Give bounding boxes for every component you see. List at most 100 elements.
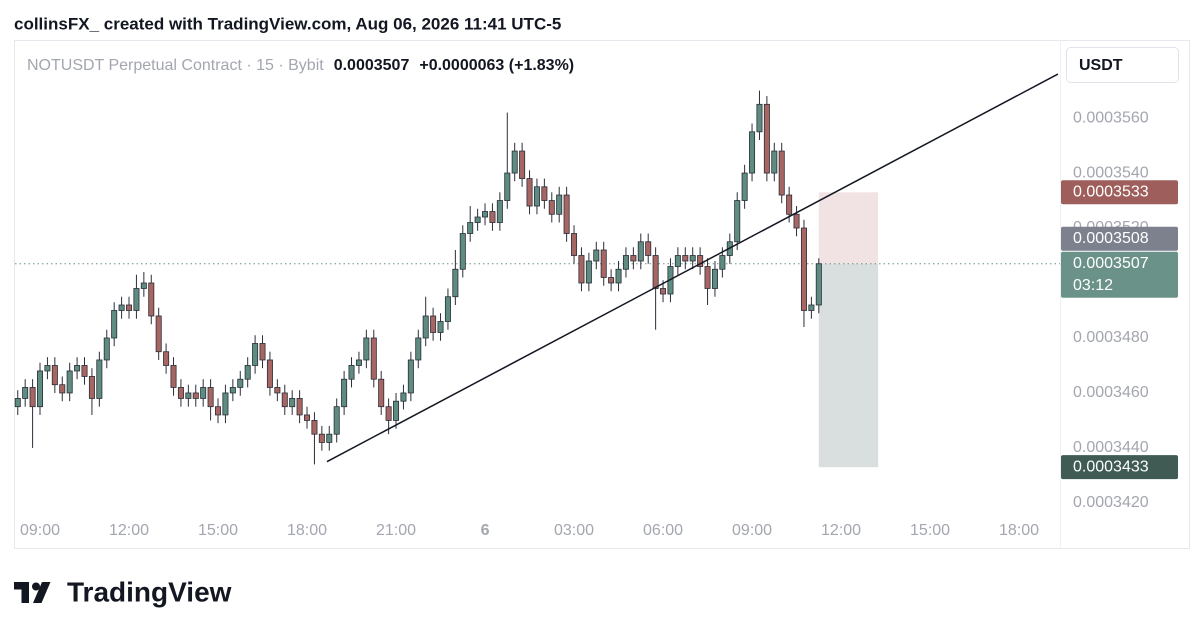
- candle-body: [489, 211, 496, 223]
- candle-body: [355, 359, 362, 366]
- candle-body: [244, 365, 251, 380]
- candle-body: [741, 172, 748, 201]
- y-tick-label: 0.0003460: [1073, 384, 1149, 401]
- candle-body: [370, 337, 377, 380]
- candle-body: [756, 103, 763, 133]
- candle-body: [452, 268, 459, 298]
- candle-body: [51, 365, 58, 386]
- candle-body: [652, 255, 659, 289]
- candle-body: [689, 255, 696, 262]
- logo-icon: [32, 582, 40, 591]
- candle-body: [630, 255, 637, 262]
- candle-body: [407, 359, 414, 394]
- candle-body: [482, 211, 489, 218]
- candle-body: [793, 213, 800, 229]
- logo-icon: [33, 582, 51, 603]
- candle-body: [177, 387, 184, 399]
- candle-body: [800, 227, 807, 311]
- candle-body: [207, 387, 214, 408]
- candle-body: [259, 343, 266, 361]
- price-label: 0.0003433: [1073, 458, 1149, 475]
- candle-body: [704, 266, 711, 289]
- candle-body: [200, 387, 207, 399]
- x-tick-label: 15:00: [910, 522, 950, 539]
- y-tick-label: 0.0003440: [1073, 439, 1149, 456]
- candle-body: [281, 392, 288, 408]
- candle-body: [96, 359, 103, 399]
- legend: NOTUSDT Perpetual Contract · 15 · Bybit 0…: [27, 57, 574, 74]
- candle-body: [600, 249, 607, 278]
- candle-body: [185, 392, 192, 399]
- candle-body: [222, 392, 229, 416]
- x-tick-label: 18:00: [287, 522, 327, 539]
- candle-body: [14, 398, 21, 408]
- candle-body: [511, 150, 518, 174]
- candle-body: [771, 150, 778, 174]
- candle-body: [22, 387, 29, 399]
- candle-body: [622, 255, 629, 270]
- candle-body: [526, 178, 533, 207]
- pane: [14, 73, 1060, 468]
- price-label: 0.0003507: [1073, 255, 1149, 272]
- x-tick-label: 18:00: [999, 522, 1039, 539]
- candle-body: [660, 288, 667, 295]
- logo-text: TradingView: [67, 576, 232, 607]
- target-zone: [818, 263, 879, 468]
- candle-body: [81, 365, 88, 377]
- x-tick-label: 06:00: [643, 522, 683, 539]
- candle-body: [578, 255, 585, 284]
- candle-body: [266, 359, 273, 388]
- candle-body: [637, 241, 644, 262]
- candle-body: [237, 378, 244, 388]
- logo-icon: [14, 582, 29, 603]
- candle-body: [103, 337, 110, 361]
- candle-body: [749, 131, 756, 174]
- candle-body: [393, 400, 400, 421]
- candle-body: [474, 216, 481, 223]
- currency-label: USDT: [1079, 57, 1123, 74]
- header-title: collinsFX_ created with TradingView.com,…: [14, 14, 561, 33]
- candle-body: [400, 392, 407, 402]
- candle-body: [556, 194, 563, 215]
- candle-body: [593, 249, 600, 262]
- candle-body: [563, 194, 570, 234]
- candle-body: [163, 351, 170, 366]
- candle-body: [363, 337, 370, 361]
- candle-body: [170, 365, 177, 388]
- candle-body: [444, 296, 451, 322]
- candle-body: [326, 433, 333, 443]
- change: +0.0000063 (+1.83%): [419, 57, 574, 74]
- candle-body: [504, 172, 511, 201]
- candle-body: [385, 406, 392, 421]
- price-label-box: [1061, 226, 1178, 251]
- candle-body: [645, 241, 652, 256]
- x-tick-label: 09:00: [732, 522, 772, 539]
- last-price: 0.0003507: [334, 57, 410, 74]
- x-tick-label: 03:00: [554, 522, 594, 539]
- candle-body: [608, 277, 615, 284]
- candle-body: [786, 194, 793, 215]
- y-tick-label: 0.0003480: [1073, 329, 1149, 346]
- currency-button[interactable]: [1066, 47, 1179, 83]
- y-tick-label: 0.0003560: [1073, 109, 1149, 126]
- price-label-box: [1061, 251, 1178, 298]
- candle-body: [74, 365, 81, 372]
- candle-body: [778, 150, 785, 196]
- candle-body: [59, 384, 66, 394]
- candle-body: [37, 370, 44, 408]
- candle-body: [311, 420, 318, 435]
- candle-body: [815, 263, 822, 306]
- chart-frame: [14, 40, 1190, 549]
- candle-body: [682, 255, 689, 262]
- candle-body: [422, 315, 429, 339]
- candle-body: [88, 376, 95, 399]
- candle-body: [348, 365, 355, 380]
- candle-body: [808, 304, 815, 311]
- candle-body: [252, 343, 259, 366]
- candle-body: [126, 304, 133, 311]
- candle-body: [318, 433, 325, 443]
- x-tick-label: 15:00: [198, 522, 238, 539]
- candle-body: [541, 186, 548, 201]
